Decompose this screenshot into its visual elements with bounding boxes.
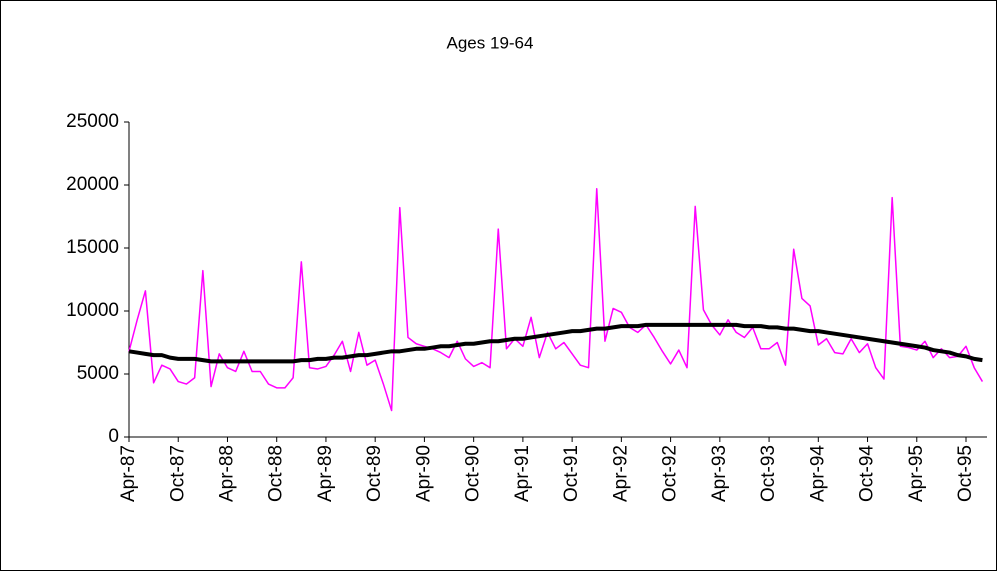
x-tick-label: Apr-88: [216, 445, 237, 502]
y-tick-label: 0: [108, 426, 119, 447]
x-tick-label: Apr-94: [807, 445, 828, 502]
x-tick-label: Apr-93: [709, 445, 730, 502]
x-tick-label: Apr-90: [413, 445, 434, 502]
x-tick-label: Apr-87: [118, 445, 139, 502]
x-tick-label: Apr-92: [610, 445, 631, 502]
y-tick-label: 5000: [77, 363, 119, 384]
x-tick-label: Apr-95: [906, 445, 927, 502]
x-tick-label: Oct-87: [167, 445, 188, 502]
line-series: [128, 188, 984, 412]
x-tick-label: Apr-89: [315, 445, 336, 502]
y-tick-label: 25000: [66, 111, 119, 132]
x-tick-label: Oct-91: [561, 445, 582, 502]
y-tick-label: 20000: [66, 174, 119, 195]
x-tick-label: Oct-94: [857, 445, 878, 502]
x-tick-label: Apr-91: [512, 445, 533, 502]
x-tick-label: Oct-93: [758, 445, 779, 502]
chart-title: Ages 19-64: [447, 33, 534, 52]
line-series: [128, 322, 983, 364]
x-tick-label: Oct-95: [955, 445, 976, 502]
x-tick-label: Oct-92: [660, 445, 681, 502]
x-tick-label: Oct-89: [364, 445, 385, 502]
y-tick-label: 10000: [66, 300, 119, 321]
x-tick-label: Oct-90: [463, 445, 484, 502]
y-tick-label: 15000: [66, 237, 119, 258]
x-tick-label: Oct-88: [266, 445, 287, 502]
